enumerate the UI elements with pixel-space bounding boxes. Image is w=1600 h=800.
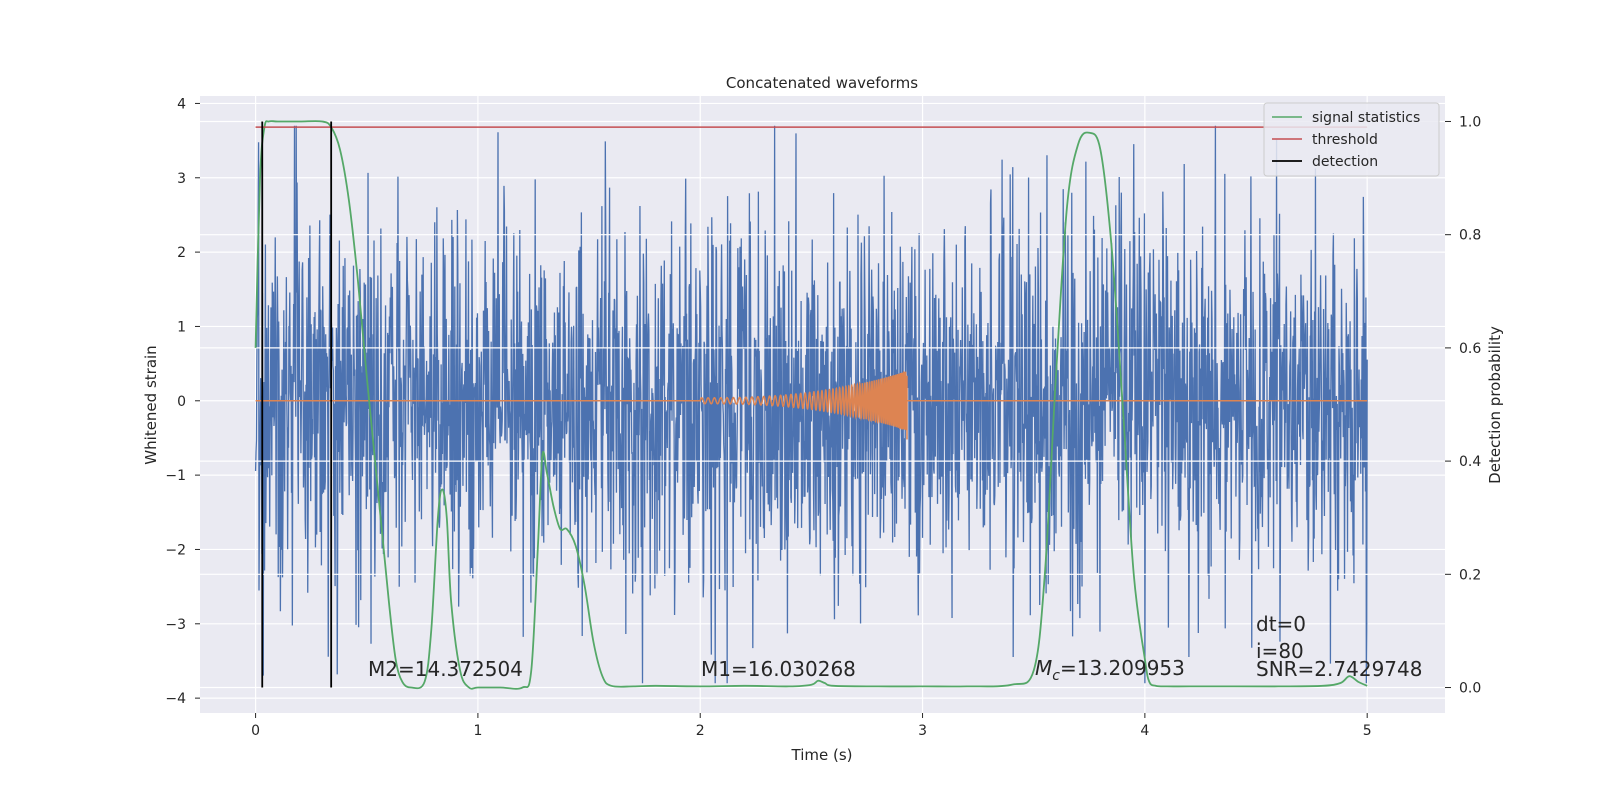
y-ticks: −4 −3 −2 −1 0 1 2 3 4 (165, 96, 200, 707)
x-ticks: 0 1 2 3 4 5 (251, 713, 1372, 739)
chart-title: Concatenated waveforms (726, 74, 918, 92)
y-tick-label: 2 (177, 245, 186, 261)
x-tick-label: 3 (918, 723, 927, 739)
y2-tick-label: 1.0 (1459, 114, 1481, 130)
y2-ticks: 0.0 0.2 0.4 0.6 0.8 1.0 (1445, 114, 1481, 697)
annotation-mc-symbol: M (1035, 656, 1052, 680)
detection-series (261, 121, 333, 688)
y-axis-label: Whitened strain (142, 345, 160, 464)
legend: signal statistics threshold detection (1263, 102, 1440, 177)
legend-label-statistics: signal statistics (1312, 110, 1420, 126)
annotations: M2=14.372504 M1=16.030268 Mc=13.209953 d… (368, 612, 1422, 684)
x-axis-label: Time (s) (791, 746, 853, 764)
signal-statistics-series (254, 120, 1368, 690)
y-tick-label: 3 (177, 171, 186, 187)
annotation-mc-subscript: c (1052, 668, 1060, 684)
legend-label-threshold: threshold (1312, 132, 1378, 148)
y2-tick-label: 0.6 (1459, 341, 1481, 357)
y-tick-label: 4 (177, 96, 186, 112)
legend-label-detection: detection (1312, 154, 1378, 170)
y2-tick-label: 0.8 (1459, 228, 1481, 244)
x-tick-label: 1 (473, 723, 482, 739)
annotation-dt: dt=0 (1256, 612, 1306, 636)
y2-tick-label: 0.2 (1459, 567, 1481, 583)
chirp-template-series (255, 370, 1368, 440)
strain-line (254, 125, 1368, 684)
y-tick-label: −3 (165, 617, 186, 633)
x-tick-label: 2 (696, 723, 705, 739)
whitened-strain-series (254, 125, 1368, 684)
y2-tick-label: 0.0 (1459, 681, 1481, 697)
y-tick-label: 1 (177, 319, 186, 335)
chirp-line (255, 370, 1368, 440)
legend-box (1263, 102, 1440, 177)
x-tick-label: 5 (1363, 723, 1372, 739)
statistics-line (254, 120, 1368, 690)
y-tick-label: −1 (165, 468, 186, 484)
annotation-i: i=80 (1256, 639, 1304, 663)
y2-tick-label: 0.4 (1459, 454, 1481, 470)
annotation-snr: SNR=2.7429748 (1256, 657, 1422, 681)
y-tick-label: −2 (165, 542, 186, 558)
y-tick-label: 0 (177, 394, 186, 410)
annotation-m1: M1=16.030268 (701, 657, 856, 681)
x-tick-label: 0 (251, 723, 260, 739)
y2-axis-label: Detection probability (1486, 326, 1504, 484)
annotation-mc: Mc=13.209953 (1035, 656, 1185, 684)
annotation-mc-value: =13.209953 (1060, 656, 1185, 680)
x-tick-label: 4 (1140, 723, 1149, 739)
annotation-m2: M2=14.372504 (368, 657, 523, 681)
y-tick-label: −4 (165, 691, 186, 707)
